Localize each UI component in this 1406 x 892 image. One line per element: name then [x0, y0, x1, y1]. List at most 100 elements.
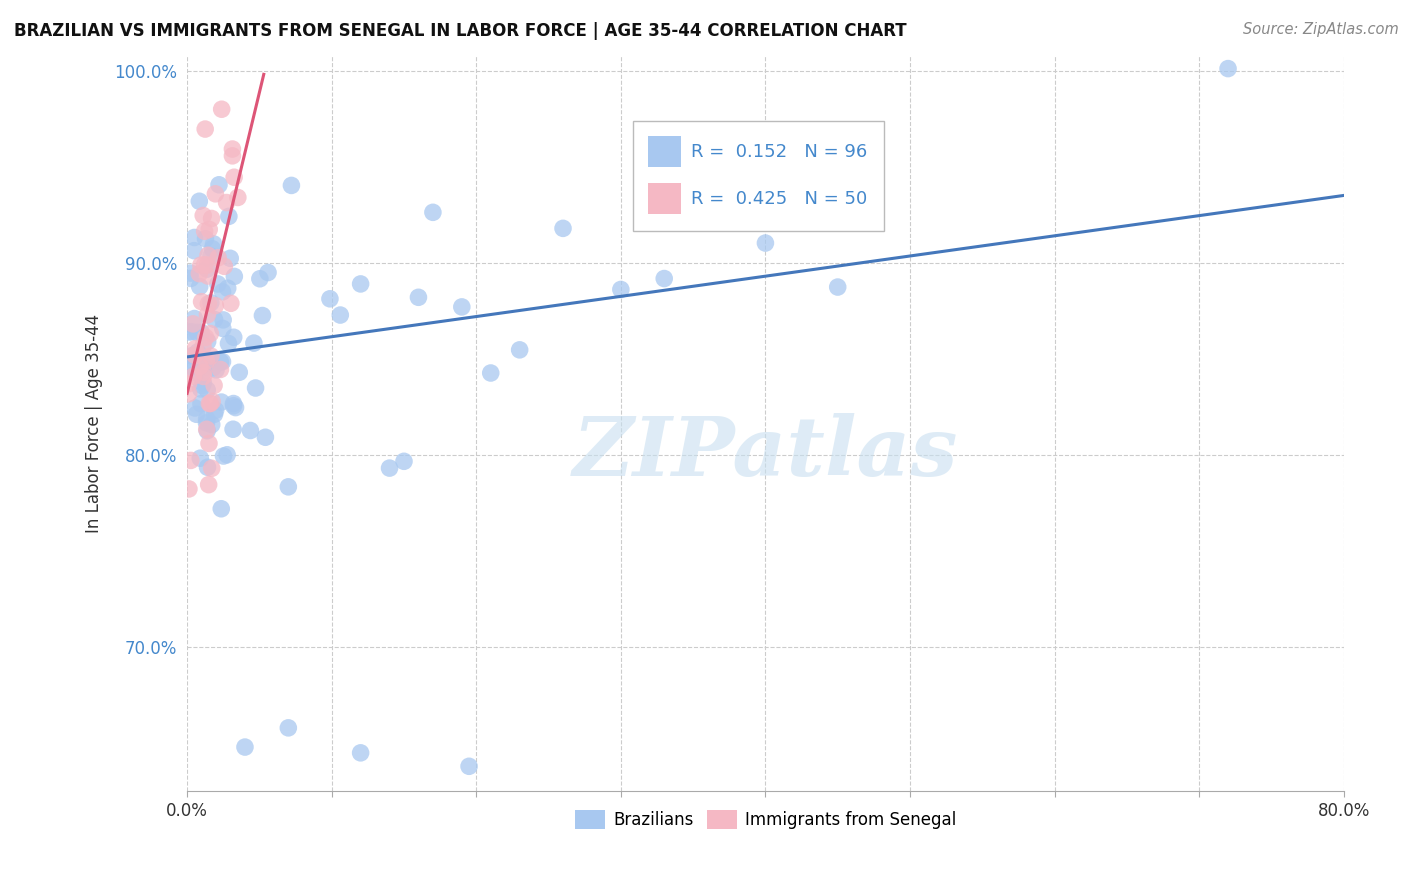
- Point: [224, 170, 246, 185]
- Point: [245, 381, 267, 395]
- Point: [202, 378, 225, 392]
- Point: [212, 449, 235, 463]
- Point: [204, 407, 226, 421]
- Point: [200, 326, 222, 341]
- Point: [194, 122, 217, 136]
- Point: [252, 309, 274, 323]
- Point: [509, 343, 531, 357]
- Point: [197, 477, 219, 491]
- Point: [827, 280, 849, 294]
- Point: [349, 746, 371, 760]
- Point: [228, 365, 250, 379]
- Point: [205, 363, 228, 377]
- Point: [195, 262, 218, 277]
- Point: [551, 221, 574, 235]
- Point: [204, 403, 226, 417]
- Point: [201, 361, 224, 376]
- Point: [195, 354, 218, 368]
- Text: R =  0.425   N = 50: R = 0.425 N = 50: [690, 190, 868, 208]
- Point: [200, 349, 222, 363]
- Point: [190, 326, 212, 340]
- Point: [329, 308, 352, 322]
- Point: [188, 267, 211, 281]
- Point: [378, 461, 401, 475]
- Point: [217, 448, 239, 462]
- Point: [177, 325, 200, 339]
- Point: [191, 339, 214, 353]
- Point: [195, 422, 218, 436]
- Point: [211, 285, 233, 299]
- Point: [186, 326, 208, 340]
- Point: [349, 277, 371, 291]
- Point: [194, 232, 217, 246]
- Point: [218, 210, 240, 224]
- Point: [195, 424, 218, 438]
- Point: [197, 351, 219, 366]
- Point: [177, 482, 200, 496]
- Point: [277, 721, 299, 735]
- Point: [219, 252, 242, 266]
- Point: [190, 397, 212, 411]
- Point: [177, 376, 200, 391]
- Point: [392, 454, 415, 468]
- Point: [243, 336, 266, 351]
- Point: [219, 296, 242, 310]
- Point: [194, 224, 217, 238]
- Point: [188, 451, 211, 466]
- Point: [249, 272, 271, 286]
- Point: [479, 366, 502, 380]
- Point: [222, 330, 245, 344]
- Point: [222, 422, 245, 436]
- Point: [186, 366, 208, 380]
- Point: [207, 251, 229, 265]
- Point: [190, 382, 212, 396]
- Point: [610, 283, 633, 297]
- Point: [184, 348, 207, 362]
- Point: [184, 342, 207, 356]
- Point: [200, 211, 222, 226]
- Text: Source: ZipAtlas.com: Source: ZipAtlas.com: [1243, 22, 1399, 37]
- Point: [212, 313, 235, 327]
- Point: [197, 297, 219, 311]
- Point: [177, 386, 200, 401]
- Point: [183, 230, 205, 244]
- Point: [194, 330, 217, 344]
- Point: [197, 308, 219, 322]
- Point: [222, 396, 245, 410]
- Text: ZIPatlas: ZIPatlas: [572, 413, 957, 492]
- Point: [225, 401, 247, 415]
- Point: [197, 258, 219, 272]
- Point: [184, 401, 207, 415]
- Point: [193, 209, 215, 223]
- Point: [197, 248, 219, 262]
- Point: [217, 336, 239, 351]
- Point: [200, 396, 222, 410]
- Point: [233, 740, 256, 755]
- Point: [180, 325, 202, 339]
- Point: [179, 359, 201, 374]
- Point: [198, 396, 221, 410]
- Point: [180, 271, 202, 285]
- Point: [202, 236, 225, 251]
- Point: [209, 501, 232, 516]
- Point: [183, 369, 205, 384]
- Text: R =  0.152   N = 96: R = 0.152 N = 96: [690, 143, 868, 161]
- Point: [221, 149, 243, 163]
- Point: [201, 394, 224, 409]
- Point: [198, 222, 221, 236]
- Point: [208, 178, 231, 192]
- Point: [190, 294, 212, 309]
- Point: [201, 242, 224, 256]
- Point: [224, 269, 246, 284]
- Point: [209, 395, 232, 409]
- Point: [183, 311, 205, 326]
- Point: [754, 235, 776, 250]
- Point: [211, 354, 233, 368]
- Point: [197, 334, 219, 349]
- Point: [186, 407, 208, 421]
- Point: [180, 453, 202, 467]
- Point: [183, 244, 205, 258]
- Point: [195, 383, 218, 397]
- Point: [200, 249, 222, 263]
- Point: [280, 178, 302, 193]
